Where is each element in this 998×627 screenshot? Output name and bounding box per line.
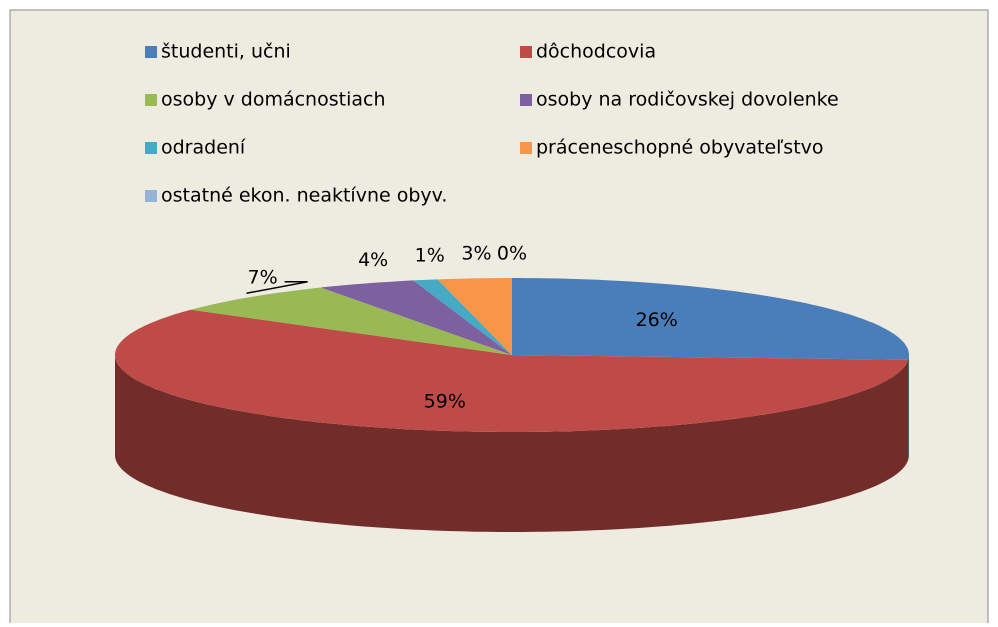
data-label: 4%	[358, 249, 388, 271]
legend-label: ostatné ekon. neaktívne obyv.	[161, 185, 447, 207]
data-label: 3%	[461, 243, 491, 265]
legend-swatch	[145, 142, 157, 154]
pie-slice	[413, 279, 512, 355]
pie-slice	[437, 278, 512, 355]
legend-label: osoby v domácnostiach	[161, 89, 385, 111]
leader-line	[246, 281, 308, 294]
legend-swatch	[520, 94, 532, 106]
pie-slice	[512, 278, 909, 360]
pie-slice	[115, 309, 909, 432]
legend-label: odradení	[161, 137, 246, 159]
legend-label: študenti, učni	[161, 41, 291, 63]
legend-label: práceneschopné obyvateľstvo	[536, 137, 824, 159]
pie-slice	[190, 287, 513, 355]
legend-swatch	[145, 46, 157, 58]
pie-side	[115, 355, 909, 532]
legend-swatch	[145, 190, 157, 202]
data-label: 59%	[424, 391, 466, 413]
data-label: 0%	[497, 242, 527, 264]
pie-slice	[320, 280, 512, 355]
legend-swatch	[145, 94, 157, 106]
data-label: 1%	[415, 245, 445, 267]
data-label: 7%	[248, 266, 278, 288]
legend-label: dôchodcovia	[536, 41, 656, 63]
pie-side	[908, 355, 909, 460]
legend-swatch	[520, 142, 532, 154]
data-label: 26%	[636, 309, 678, 331]
legend-swatch	[520, 46, 532, 58]
legend-label: osoby na rodičovskej dovolenke	[536, 89, 839, 111]
